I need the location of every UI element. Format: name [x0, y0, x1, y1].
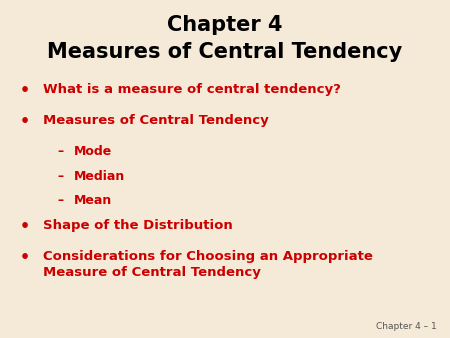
Text: Mean: Mean	[74, 194, 112, 207]
Text: Chapter 4: Chapter 4	[167, 15, 283, 35]
Text: –: –	[58, 170, 64, 183]
Text: •: •	[20, 250, 30, 265]
Text: •: •	[20, 114, 30, 129]
Text: Median: Median	[74, 170, 126, 183]
Text: Measures of Central Tendency: Measures of Central Tendency	[43, 114, 269, 127]
Text: •: •	[20, 219, 30, 234]
Text: Shape of the Distribution: Shape of the Distribution	[43, 219, 233, 232]
Text: Chapter 4 – 1: Chapter 4 – 1	[376, 322, 436, 331]
Text: –: –	[58, 194, 64, 207]
Text: Mode: Mode	[74, 145, 112, 158]
Text: What is a measure of central tendency?: What is a measure of central tendency?	[43, 83, 341, 96]
Text: Considerations for Choosing an Appropriate
Measure of Central Tendency: Considerations for Choosing an Appropria…	[43, 250, 373, 279]
Text: –: –	[58, 145, 64, 158]
Text: Measures of Central Tendency: Measures of Central Tendency	[47, 42, 403, 62]
Text: •: •	[20, 83, 30, 98]
